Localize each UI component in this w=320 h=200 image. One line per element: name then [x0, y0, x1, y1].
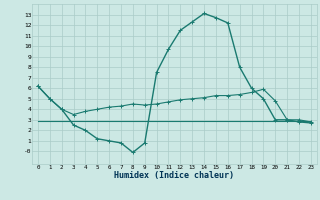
X-axis label: Humidex (Indice chaleur): Humidex (Indice chaleur): [115, 171, 234, 180]
